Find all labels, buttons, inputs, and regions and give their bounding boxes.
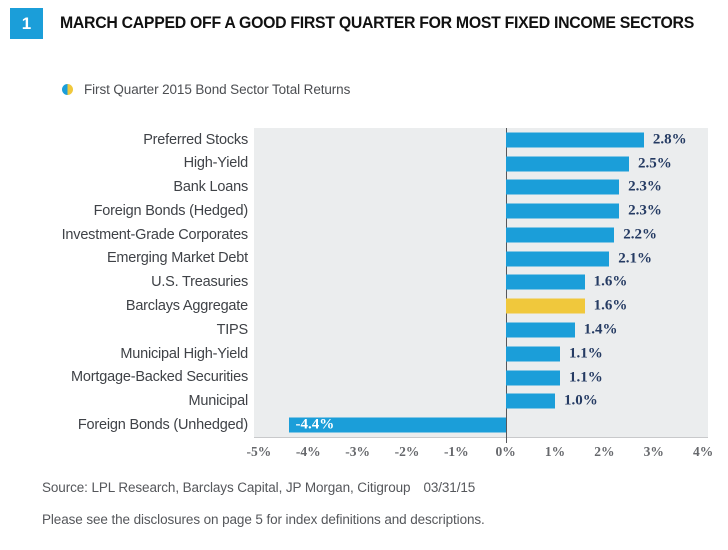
bar [505,203,620,219]
bar [505,251,610,267]
bar-row: Foreign Bonds (Unhedged) -4.4% [38,413,710,437]
value-label: 2.3% [628,178,662,195]
x-tick-label: 0% [495,444,516,459]
bar-row: TIPS 1.4% [38,318,710,342]
source-line: Source: LPL Research, Barclays Capital, … [42,480,702,495]
bar [505,393,556,409]
value-label: 2.1% [618,250,653,267]
bar [505,346,560,362]
value-label: 1.1% [568,369,603,386]
bar-track: 1.1% [254,342,708,366]
bar-row: Foreign Bonds (Hedged) 2.3% [38,199,710,223]
bar [505,156,630,172]
bar-row: Municipal 1.0% [38,389,710,413]
bar-track: 2.2% [254,223,708,247]
bar-rows: Preferred Stocks 2.8% High-Yield 2.5% Bank L… [38,128,710,437]
value-label: 2.3% [628,202,662,219]
plot-area [254,128,708,438]
category-label: Barclays Aggregate [125,297,248,314]
bar [505,370,560,386]
bar-row: Barclays Aggregate 1.6% [38,294,710,318]
value-label: -4.4% [295,416,335,433]
legend-label: First Quarter 2015 Bond Sector Total Ret… [84,82,351,97]
bar [505,179,620,195]
disclosure-text: Please see the disclosures on page 5 for… [42,512,485,527]
bar [505,227,615,243]
bar-track: 1.4% [254,318,708,342]
chart-legend: First Quarter 2015 Bond Sector Total Ret… [62,82,350,97]
x-tick-label: 4% [692,444,714,459]
value-label: 1.6% [593,273,628,290]
category-label: Municipal [188,393,249,410]
x-tick-label: -3% [345,444,370,459]
bar-row: Investment-Grade Corporates 2.2% [38,223,710,247]
category-label: High-Yield [183,155,249,172]
bar-row: Preferred Stocks 2.8% [38,128,710,152]
value-label: 1.0% [564,392,598,409]
bar-track: 2.5% [254,152,708,176]
x-tick-label: -5% [246,444,272,459]
source-date: 03/31/15 [423,480,476,495]
value-label: 2.5% [638,155,672,172]
source-text: Source: LPL Research, Barclays Capital, … [42,480,411,495]
x-tick-label: -4% [295,444,321,459]
x-tick-label: 1% [544,444,566,459]
bar-row: U.S. Treasuries 1.6% [38,271,710,295]
figure-footer: Source: LPL Research, Barclays Capital, … [42,480,702,527]
category-label: TIPS [216,321,249,338]
value-label: 1.6% [593,297,628,314]
category-label: Mortgage-Backed Securities [71,369,248,386]
bar [505,274,585,290]
bar [505,132,644,148]
bar-track: 1.1% [254,366,708,390]
value-label: 2.8% [652,131,687,148]
value-label: 1.4% [583,321,618,338]
x-axis: -5% -4% -3% -2% -1% 0% 1% 2% 3% 4% [247,438,714,461]
bar [288,417,506,433]
figure-number-badge: 1 [10,8,43,39]
x-tick-label: -1% [443,444,469,459]
value-label: 1.1% [568,345,603,362]
bar-track: 2.8% [254,128,708,152]
bar-track: -4.4% [254,413,708,437]
category-label: Emerging Market Debt [106,250,248,267]
category-label: Investment-Grade Corporates [61,226,249,243]
x-tick-label: 3% [643,444,664,459]
figure-header: 1 MARCH CAPPED OFF A GOOD FIRST QUARTER … [10,8,720,39]
bar-track: 2.3% [254,176,708,200]
category-label: U.S. Treasuries [151,274,248,291]
x-tick-label: 2% [594,444,615,459]
value-label: 2.2% [623,226,657,243]
bar-track: 1.6% [254,271,708,295]
bar-row: Bank Loans 2.3% [38,176,710,200]
bar-highlighted [505,298,585,314]
bar-track: 1.6% [254,294,708,318]
bar-row: Mortgage-Backed Securities 1.1% [38,366,710,390]
bar-track: 1.0% [254,389,708,413]
category-label: Foreign Bonds (Hedged) [93,202,249,219]
bar-row: Emerging Market Debt 2.1% [38,247,710,271]
figure-title: MARCH CAPPED OFF A GOOD FIRST QUARTER FO… [60,14,694,32]
x-tick-label: -2% [394,444,420,459]
category-label: Foreign Bonds (Unhedged) [77,416,248,433]
bar-chart: Preferred Stocks 2.8% High-Yield 2.5% Bank L… [38,128,714,461]
bar-row: High-Yield 2.5% [38,152,710,176]
category-label: Bank Loans [173,179,248,196]
bar-track: 2.1% [254,247,708,271]
category-label: Municipal High-Yield [120,345,248,362]
bar [505,322,575,338]
bar-row: Municipal High-Yield 1.1% [38,342,710,366]
legend-dot-icon [62,84,73,95]
category-label: Preferred Stocks [143,131,248,148]
bar-track: 2.3% [254,199,708,223]
